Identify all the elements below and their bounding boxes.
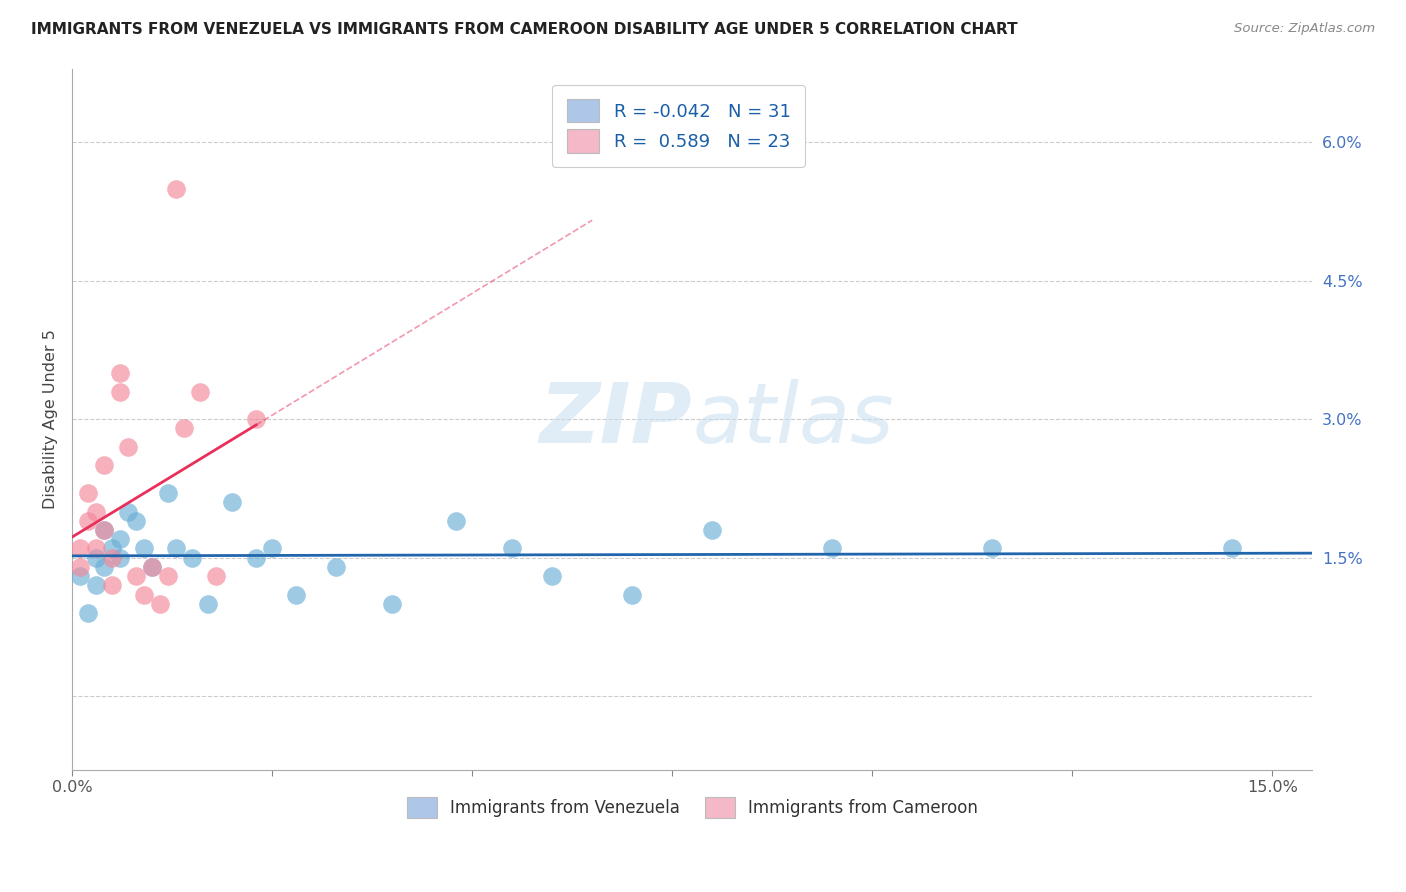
- Point: [84, 550, 107, 565]
- Point: [117, 504, 139, 518]
- Point: [93, 523, 115, 537]
- Point: [221, 495, 243, 509]
- Point: [101, 550, 124, 565]
- Point: [125, 569, 148, 583]
- Point: [262, 541, 284, 556]
- Point: [132, 541, 155, 556]
- Point: [117, 440, 139, 454]
- Point: [621, 588, 644, 602]
- Point: [325, 560, 347, 574]
- Point: [205, 569, 228, 583]
- Text: IMMIGRANTS FROM VENEZUELA VS IMMIGRANTS FROM CAMEROON DISABILITY AGE UNDER 5 COR: IMMIGRANTS FROM VENEZUELA VS IMMIGRANTS …: [31, 22, 1018, 37]
- Point: [181, 550, 204, 565]
- Point: [141, 560, 163, 574]
- Point: [1222, 541, 1244, 556]
- Legend: Immigrants from Venezuela, Immigrants from Cameroon: Immigrants from Venezuela, Immigrants fr…: [399, 790, 984, 825]
- Point: [93, 560, 115, 574]
- Point: [157, 486, 180, 500]
- Point: [188, 384, 211, 399]
- Point: [108, 533, 131, 547]
- Point: [84, 578, 107, 592]
- Point: [69, 569, 91, 583]
- Point: [541, 569, 564, 583]
- Point: [149, 597, 172, 611]
- Point: [821, 541, 844, 556]
- Point: [69, 541, 91, 556]
- Point: [197, 597, 219, 611]
- Point: [285, 588, 308, 602]
- Text: Source: ZipAtlas.com: Source: ZipAtlas.com: [1234, 22, 1375, 36]
- Y-axis label: Disability Age Under 5: Disability Age Under 5: [44, 329, 58, 509]
- Point: [381, 597, 404, 611]
- Point: [157, 569, 180, 583]
- Point: [501, 541, 523, 556]
- Point: [69, 560, 91, 574]
- Point: [245, 412, 267, 426]
- Point: [84, 541, 107, 556]
- Point: [125, 514, 148, 528]
- Point: [141, 560, 163, 574]
- Point: [444, 514, 467, 528]
- Point: [173, 421, 195, 435]
- Point: [165, 181, 187, 195]
- Point: [245, 550, 267, 565]
- Point: [77, 486, 100, 500]
- Point: [108, 384, 131, 399]
- Point: [77, 514, 100, 528]
- Point: [702, 523, 724, 537]
- Point: [101, 541, 124, 556]
- Text: ZIP: ZIP: [540, 379, 692, 459]
- Point: [84, 504, 107, 518]
- Point: [108, 366, 131, 380]
- Point: [93, 458, 115, 473]
- Point: [132, 588, 155, 602]
- Point: [93, 523, 115, 537]
- Point: [101, 578, 124, 592]
- Point: [165, 541, 187, 556]
- Point: [981, 541, 1004, 556]
- Point: [77, 606, 100, 620]
- Text: atlas: atlas: [692, 379, 894, 459]
- Point: [108, 550, 131, 565]
